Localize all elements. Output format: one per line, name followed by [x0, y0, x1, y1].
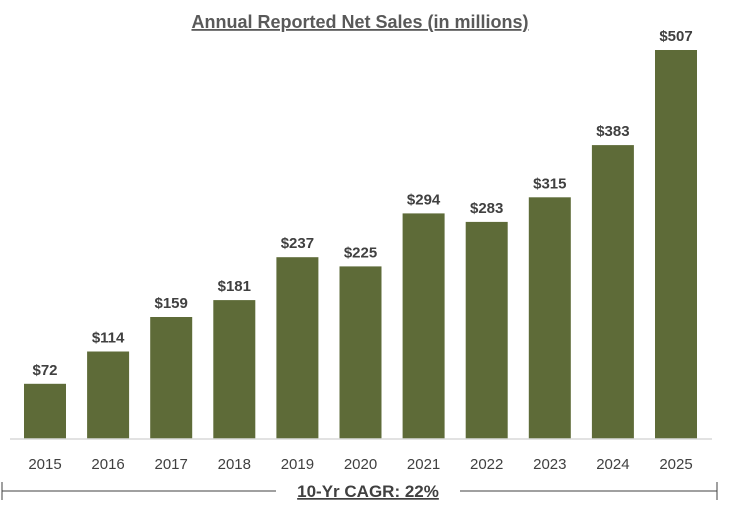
- bar-2019: [276, 257, 319, 439]
- value-label-2015: $72: [32, 362, 57, 379]
- value-label-2018: $181: [218, 278, 251, 295]
- bar-2017: [150, 317, 193, 439]
- x-tick-2025: 2025: [659, 456, 692, 473]
- value-label-2025: $507: [659, 28, 692, 45]
- value-label-2017: $159: [155, 295, 188, 312]
- value-label-2021: $294: [407, 191, 441, 208]
- x-tick-2018: 2018: [218, 456, 251, 473]
- bar-2018: [213, 300, 256, 439]
- cagr-annotation: 10-Yr CAGR: 22%: [297, 482, 439, 501]
- value-labels-layer: $72 $114 $159 $181 $237 $225 $294 $283 $315 $383 $…: [32, 28, 692, 379]
- x-tick-2015: 2015: [28, 456, 61, 473]
- x-tick-2017: 2017: [155, 456, 188, 473]
- bar-2025: [655, 50, 697, 439]
- x-tick-2020: 2020: [344, 456, 377, 473]
- x-tick-2016: 2016: [91, 456, 124, 473]
- bar-2023: [528, 197, 571, 439]
- bars-layer: [24, 50, 697, 439]
- value-label-2020: $225: [344, 244, 377, 261]
- value-label-2023: $315: [533, 175, 566, 192]
- x-tick-2019: 2019: [281, 456, 314, 473]
- chart-title: Annual Reported Net Sales (in millions): [191, 12, 528, 32]
- x-tick-labels: 2015 2016 2017 2018 2019 2020 2021 2022 2023 2024…: [28, 456, 692, 473]
- x-tick-2023: 2023: [533, 456, 566, 473]
- bar-2016: [87, 351, 130, 439]
- bar-2024: [591, 145, 634, 439]
- bar-2015: [24, 383, 66, 439]
- x-tick-2022: 2022: [470, 456, 503, 473]
- x-tick-2021: 2021: [407, 456, 440, 473]
- bar-2020: [339, 266, 382, 439]
- value-label-2024: $383: [596, 123, 629, 140]
- value-label-2022: $283: [470, 200, 503, 217]
- x-tick-2024: 2024: [596, 456, 629, 473]
- value-label-2019: $237: [281, 235, 314, 252]
- bar-2021: [402, 213, 445, 439]
- bar-2022: [465, 221, 508, 439]
- value-label-2016: $114: [92, 330, 125, 347]
